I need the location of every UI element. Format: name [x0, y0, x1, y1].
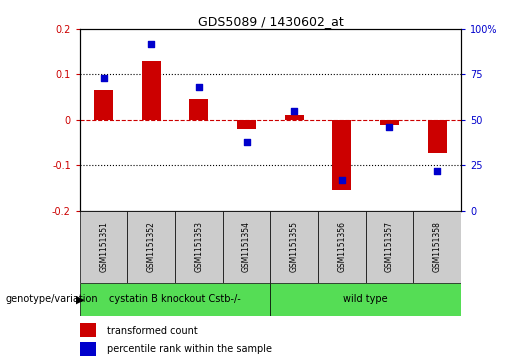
- Bar: [285, 115, 304, 120]
- Text: wild type: wild type: [344, 294, 388, 305]
- Bar: [237, 120, 256, 129]
- Point: [433, 168, 441, 174]
- Text: genotype/variation: genotype/variation: [5, 294, 98, 305]
- Point: [99, 75, 108, 81]
- Bar: [190, 99, 209, 120]
- Bar: [80, 283, 270, 316]
- Title: GDS5089 / 1430602_at: GDS5089 / 1430602_at: [197, 15, 344, 28]
- Text: ▶: ▶: [76, 294, 85, 305]
- Text: GSM1151355: GSM1151355: [290, 221, 299, 272]
- Bar: [366, 211, 413, 283]
- Bar: [270, 283, 461, 316]
- Bar: [80, 211, 128, 283]
- Text: GSM1151351: GSM1151351: [99, 221, 108, 272]
- Bar: [332, 120, 351, 190]
- Text: GSM1151354: GSM1151354: [242, 221, 251, 272]
- Bar: [80, 323, 96, 338]
- Bar: [128, 211, 175, 283]
- Text: percentile rank within the sample: percentile rank within the sample: [107, 344, 271, 354]
- Text: transformed count: transformed count: [107, 326, 197, 336]
- Text: cystatin B knockout Cstb-/-: cystatin B knockout Cstb-/-: [109, 294, 241, 305]
- Point: [147, 41, 156, 46]
- Point: [243, 139, 251, 144]
- Point: [195, 84, 203, 90]
- Point: [338, 177, 346, 183]
- Bar: [318, 211, 366, 283]
- Text: GSM1151357: GSM1151357: [385, 221, 394, 272]
- Point: [385, 124, 393, 130]
- Text: GSM1151356: GSM1151356: [337, 221, 346, 272]
- Bar: [427, 120, 447, 153]
- Bar: [270, 211, 318, 283]
- Text: GSM1151352: GSM1151352: [147, 221, 156, 272]
- Text: GSM1151358: GSM1151358: [433, 221, 441, 272]
- Bar: [142, 61, 161, 120]
- Bar: [380, 120, 399, 125]
- Text: GSM1151353: GSM1151353: [195, 221, 203, 272]
- Bar: [80, 342, 96, 356]
- Bar: [222, 211, 270, 283]
- Bar: [94, 90, 113, 120]
- Bar: [413, 211, 461, 283]
- Bar: [175, 211, 222, 283]
- Point: [290, 108, 298, 114]
